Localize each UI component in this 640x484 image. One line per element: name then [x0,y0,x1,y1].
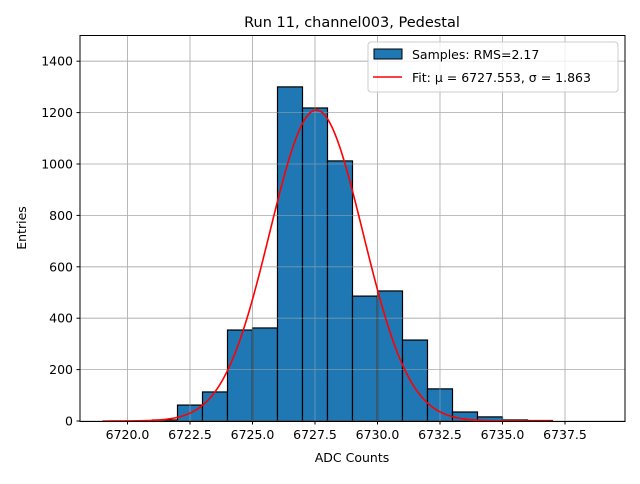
legend-label-samples: Samples: RMS=2.17 [412,47,539,62]
x-tick-label: 6727.5 [293,427,337,442]
y-tick-label: 1400 [41,54,73,69]
y-tick-label: 1000 [41,157,73,172]
bars [151,86,554,422]
ticks: 6720.0 6722.5 6725.0 6727.5 6730.0 6732.5 6735… [41,54,587,442]
fit-curve [102,109,553,422]
x-tick-label: 6737.5 [543,427,587,442]
histogram-bar [326,160,354,422]
x-tick-label: 6730.0 [356,427,400,442]
axes-frame [79,35,626,422]
x-tick-label: 6725.0 [231,427,275,442]
histogram-bar [401,339,429,422]
y-tick-label: 600 [49,259,73,274]
y-tick-label: 200 [49,362,73,377]
histogram-bar [251,327,279,422]
x-axis-label: ADC Counts [315,450,390,465]
histogram-bar [201,391,229,422]
chart-title: Run 11, channel003, Pedestal [244,15,460,31]
x-tick-label: 6732.5 [418,427,462,442]
histogram-bar [276,86,304,422]
histogram-bar [351,295,379,422]
legend: Samples: RMS=2.17 Fit: μ = 6727.553, σ =… [367,41,619,93]
histogram-bar [226,329,254,422]
y-axis-label: Entries [14,206,29,250]
y-tick-label: 400 [49,311,73,326]
x-tick-label: 6722.5 [168,427,212,442]
y-tick-label: 800 [49,208,73,223]
y-tick-label: 0 [65,414,73,429]
legend-box [367,41,619,93]
legend-swatch-samples [373,48,403,60]
legend-label-fit: Fit: μ = 6727.553, σ = 1.863 [412,70,591,85]
x-tick-label: 6735.0 [481,427,525,442]
y-tick-label: 1200 [41,105,73,120]
x-tick-label: 6720.0 [106,427,150,442]
